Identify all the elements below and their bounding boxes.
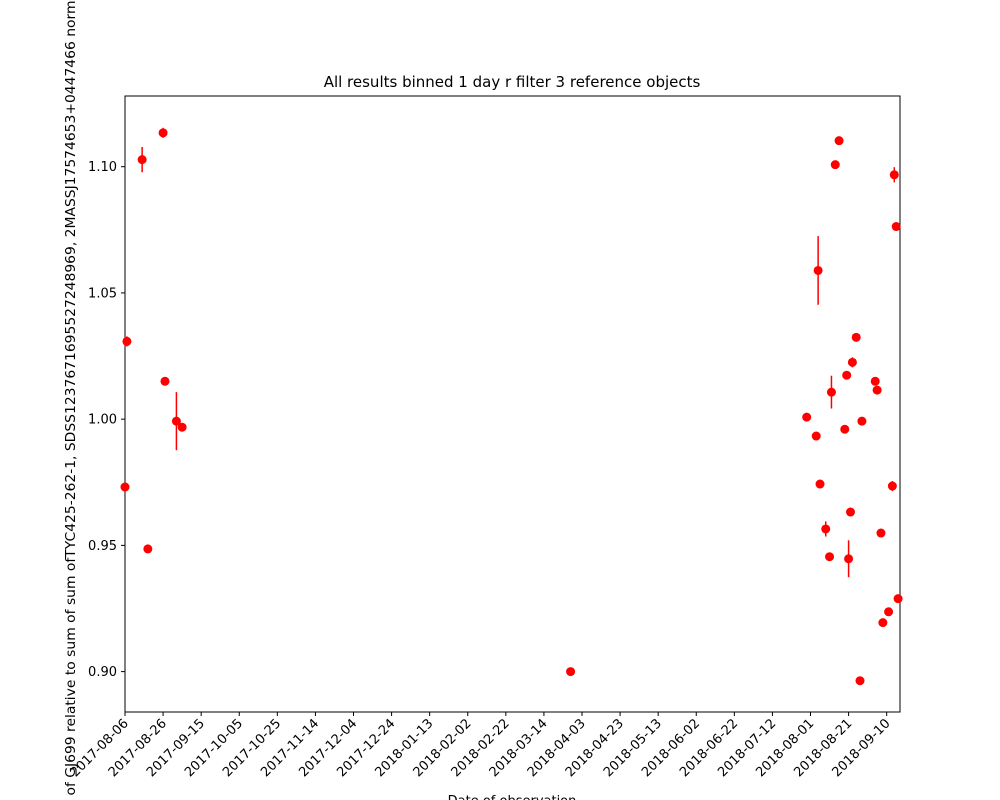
point [122, 336, 132, 346]
y-tick-label: 0.95 [88, 539, 117, 554]
plot-frame [124, 95, 901, 713]
point [842, 370, 852, 380]
y-tick-label: 1.00 [88, 413, 117, 428]
point [851, 332, 861, 342]
point [845, 507, 855, 517]
chart-title: All results binned 1 day r filter 3 refe… [324, 73, 701, 91]
point [177, 422, 187, 432]
point [872, 385, 882, 395]
point [160, 376, 170, 386]
point [844, 554, 854, 564]
point [887, 481, 897, 491]
point [120, 482, 130, 492]
point [830, 160, 840, 170]
point [876, 528, 886, 538]
point [821, 524, 831, 534]
point [870, 376, 880, 386]
point [889, 170, 899, 180]
point [143, 544, 153, 554]
point [857, 416, 867, 426]
point [137, 155, 147, 165]
point [855, 676, 865, 686]
point [891, 222, 901, 232]
point [171, 416, 181, 426]
point [878, 618, 888, 628]
y-tick-label: 1.05 [88, 286, 117, 301]
point [813, 265, 823, 275]
point [802, 412, 812, 422]
y-tick-label: 0.90 [88, 665, 117, 680]
point [847, 357, 857, 367]
x-axis-label: Date of observation [448, 794, 577, 800]
point [825, 552, 835, 562]
point [834, 136, 844, 146]
point [826, 387, 836, 397]
y-axis-label: of GJ699 relative to sum of sum ofTYC425… [64, 1, 79, 796]
y-tick-label: 1.10 [88, 160, 117, 175]
point [884, 607, 894, 617]
point [815, 479, 825, 489]
point [566, 667, 576, 677]
point [840, 424, 850, 434]
point [893, 594, 903, 604]
point [811, 431, 821, 441]
point [158, 128, 168, 138]
